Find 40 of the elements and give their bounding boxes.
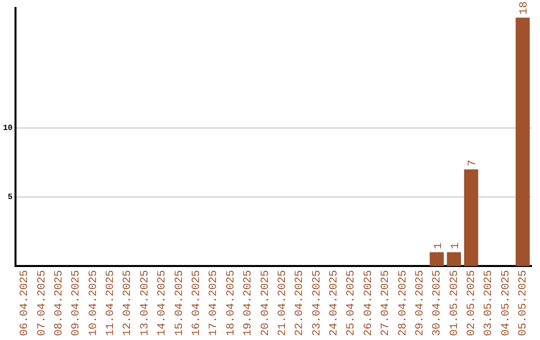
x-tick-label: 07.04.2025 [36,270,48,336]
x-tick-label: 02.05.2025 [466,270,478,336]
x-tick-label: 25.04.2025 [346,270,358,336]
x-tick-label: 04.05.2025 [500,270,512,336]
x-tick-label: 13.04.2025 [139,270,152,336]
x-tick-label: 08.04.2025 [53,270,66,336]
x-tick-label: 10.04.2025 [88,270,100,336]
x-tick-label: 15.04.2025 [174,270,186,336]
x-tick-label: 20.04.2025 [260,270,272,336]
x-tick-label: 01.05.2025 [448,270,461,336]
x-tick-label: 24.04.2025 [328,270,341,336]
x-tick-label: 22.04.2025 [294,270,306,336]
x-tick-label: 09.04.2025 [70,270,83,336]
y-tick-label: 5 [8,193,13,202]
x-tick-label: 30.04.2025 [432,270,444,336]
data-label: 1 [432,242,445,250]
x-tick-label: 12.04.2025 [122,270,134,336]
x-tick-label: 19.04.2025 [242,270,255,336]
x-tick-label: 14.04.2025 [156,270,169,336]
bar [430,252,444,266]
bar [516,18,530,266]
x-tick-label: 21.04.2025 [276,270,289,336]
data-label: 18 [518,1,531,15]
data-label: 7 [467,160,480,166]
x-tick-label: 11.04.2025 [105,270,118,336]
x-tick-label: 23.04.2025 [311,270,324,336]
x-tick-label: 06.04.2025 [19,270,32,336]
x-tick-label: 16.04.2025 [191,270,203,336]
x-tick-label: 26.04.2025 [362,270,375,336]
bar [446,252,461,266]
x-tick-label: 17.04.2025 [208,270,220,336]
bar [464,169,478,266]
x-tick-label: 03.05.2025 [483,270,496,336]
x-tick-label: 27.04.2025 [380,270,392,336]
y-tick-label: 10 [2,124,13,134]
x-tick-label: 05.05.2025 [518,270,530,336]
x-tick-label: 18.04.2025 [225,270,238,336]
x-tick-label: 29.04.2025 [414,270,426,336]
x-tick-label: 28.04.2025 [397,270,410,336]
data-label: 1 [450,242,462,250]
